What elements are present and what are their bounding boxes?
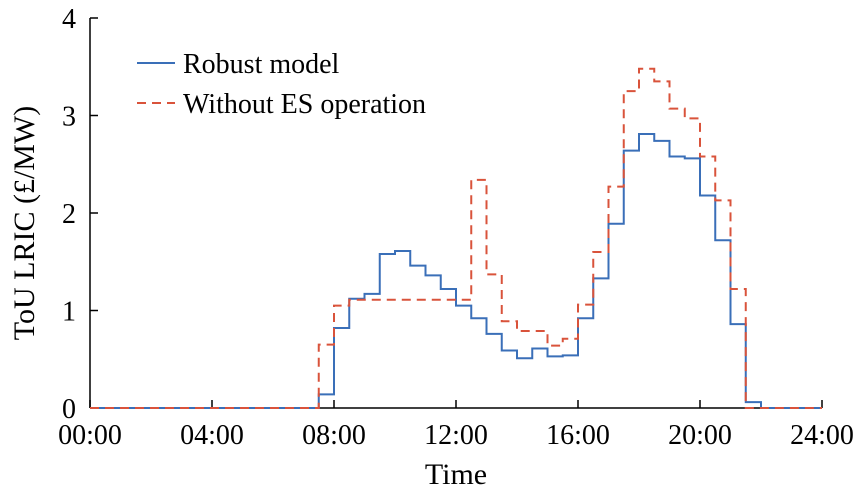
y-tick-label: 2 <box>62 199 76 230</box>
x-tick-label: 12:00 <box>424 420 488 451</box>
y-axis-title: ToU LRIC (£/MW) <box>8 106 41 341</box>
x-tick-label: 04:00 <box>180 420 244 451</box>
x-tick-label: 08:00 <box>302 420 366 451</box>
axes: 0 1 2 3 4 00:00 04:00 08:00 12:00 16:00 20:00 24:00 <box>58 4 854 451</box>
legend-label: Without ES operation <box>183 89 426 120</box>
series-layer <box>90 67 822 409</box>
series-line-without-es-operation <box>90 67 822 409</box>
legend-label: Robust model <box>183 49 340 80</box>
y-tick-label: 0 <box>62 394 76 425</box>
y-tick-label: 3 <box>62 102 76 133</box>
x-tick-label: 24:00 <box>790 420 854 451</box>
x-tick-label: 16:00 <box>546 420 610 451</box>
legend: Robust model Without ES operation <box>137 49 426 120</box>
x-tick-label: 00:00 <box>58 420 122 451</box>
y-tick-label: 1 <box>62 297 76 328</box>
series-line-robust-model <box>90 133 822 409</box>
x-tick-label: 20:00 <box>668 420 732 451</box>
x-axis-title: Time <box>425 458 487 491</box>
y-tick-label: 4 <box>62 4 76 35</box>
